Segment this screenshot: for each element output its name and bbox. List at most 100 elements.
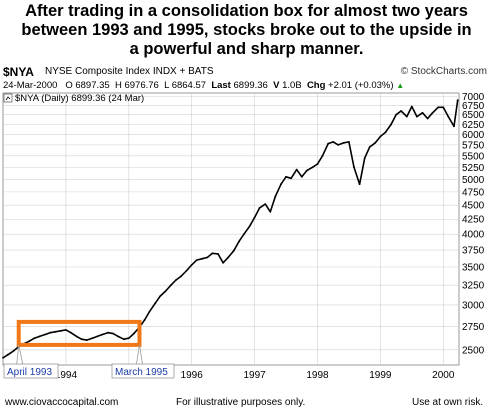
price-point: [300, 175, 303, 178]
price-point: [49, 331, 52, 334]
price-point: [321, 154, 324, 157]
price-point: [201, 257, 204, 260]
price-point: [248, 225, 251, 228]
headline-line-2: between 1993 and 1995, stocks broke out …: [21, 21, 472, 39]
price-point: [60, 329, 62, 332]
y-tick-label: 3500: [462, 263, 485, 274]
price-point: [305, 169, 308, 172]
price-point: [332, 141, 335, 143]
price-point: [280, 183, 282, 186]
change-up-arrow-icon: ▲: [396, 81, 405, 90]
price-point: [148, 310, 151, 313]
price-point: [195, 259, 198, 261]
headline: After trading in a consolidation box for…: [0, 2, 493, 59]
price-point: [348, 141, 350, 143]
y-tick-label: 4000: [462, 230, 485, 241]
price-point: [211, 252, 214, 255]
y-tick-label: 4750: [462, 187, 485, 198]
consolidation-box-outline: [16, 319, 142, 347]
price-point: [316, 163, 319, 165]
y-tick-label: 6500: [462, 110, 485, 121]
x-tick-label: 1999: [369, 370, 392, 381]
last-value: 6899.36: [233, 80, 268, 91]
y-tick-label: 4250: [462, 215, 485, 226]
price-point: [80, 338, 83, 341]
y-tick-label: 7000: [462, 92, 485, 103]
price-point: [416, 115, 418, 118]
price-point: [190, 264, 193, 266]
price-point: [353, 166, 355, 169]
price-point: [421, 111, 424, 114]
y-tick-label: 5750: [462, 140, 485, 151]
price-point: [206, 256, 209, 259]
footer-website: www.ciovaccocapital.com: [5, 397, 119, 408]
price-point: [253, 216, 256, 219]
price-point: [180, 275, 182, 278]
price-point: [154, 302, 157, 305]
price-point: [164, 290, 167, 293]
price-point: [85, 339, 88, 341]
y-tick-label: 6250: [462, 120, 485, 131]
change-label: Chg: [306, 80, 326, 91]
price-point: [112, 332, 114, 335]
last-label: Last: [211, 80, 231, 91]
price-point: [295, 168, 298, 171]
price-point: [44, 333, 46, 336]
price-point: [395, 113, 397, 116]
price-point: [327, 142, 330, 145]
low-value: 6864.57: [171, 80, 207, 91]
y-tick-label: 2750: [462, 322, 485, 333]
headline-line-1: After trading in a consolidation box for…: [25, 2, 468, 20]
x-tick-label: 1997: [243, 370, 266, 381]
y-tick-label: 3750: [462, 246, 485, 257]
y-tick-label: 4500: [462, 201, 485, 212]
symbol: $NYA: [3, 65, 34, 79]
price-point: [132, 332, 135, 335]
price-point: [343, 141, 345, 144]
price-point: [232, 249, 235, 252]
x-tick-label: 1996: [181, 370, 204, 381]
plot-area: [2, 92, 460, 366]
y-tick-label: 6750: [462, 101, 485, 112]
price-point: [274, 195, 277, 198]
price-point: [227, 256, 230, 259]
price-point: [405, 115, 408, 118]
quote-date: 24-Mar-2000: [3, 80, 58, 91]
end-label-box: [111, 363, 175, 379]
price-point: [38, 335, 41, 338]
price-point: [127, 337, 130, 340]
legend: $NYA (Daily) 6899.36 (24 Mar): [3, 93, 144, 104]
y-tick-label: 5500: [462, 151, 485, 162]
high-label: H: [114, 80, 122, 91]
price-point: [374, 141, 377, 144]
price-point: [437, 106, 440, 109]
price-point: [290, 177, 292, 180]
x-tick-label: 2000: [432, 370, 455, 381]
y-tick-label: 5000: [462, 175, 485, 186]
legend-line-icon: [5, 96, 11, 101]
footer-risk: Use at own risk.: [412, 397, 484, 408]
price-point: [65, 329, 67, 331]
legend-label: $NYA (Daily) 6899.36 (24 Mar): [15, 93, 144, 104]
y-axis: 2500 2750 3000 3250 3500 3750 4000 4250 4500 4750…: [462, 92, 485, 356]
price-point: [122, 338, 125, 341]
x-tick-label: 1998: [306, 370, 329, 381]
price-point: [379, 135, 382, 138]
low-label: L: [164, 80, 170, 91]
open-label: O: [65, 80, 73, 91]
start-label-pointer: [16, 344, 24, 365]
price-line: [2, 99, 459, 359]
price-point: [107, 331, 109, 334]
price-point: [75, 335, 78, 338]
price-point: [175, 279, 177, 281]
price-point: [285, 175, 287, 178]
price-point: [264, 203, 267, 206]
price-point: [96, 335, 99, 338]
price-point: [238, 240, 240, 243]
footer-note: For illustrative purposes only.: [176, 397, 306, 408]
headline-line-3: a powerful and sharp manner.: [129, 40, 364, 58]
y-tick-label: 6000: [462, 130, 485, 141]
price-point: [410, 105, 413, 108]
start-label: April 1993: [7, 367, 52, 378]
